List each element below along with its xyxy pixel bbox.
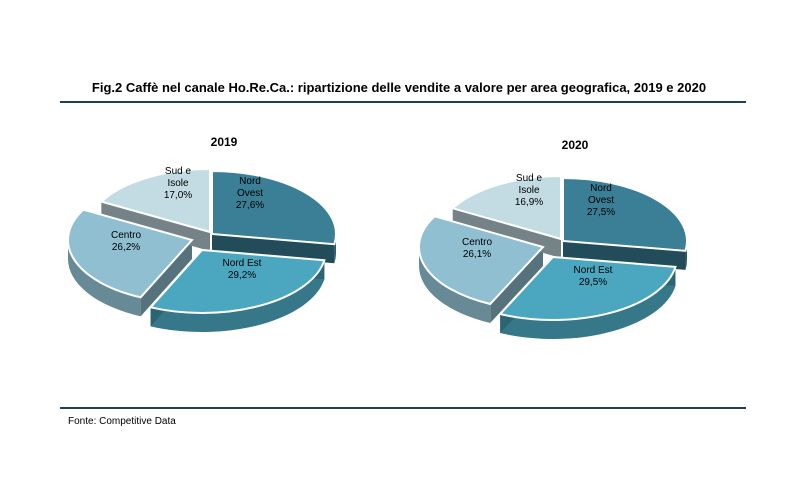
- pie-slice-label: Sud e Isole 17,0%: [164, 166, 192, 201]
- pie-title: 2020: [562, 138, 589, 152]
- pie-slice: [212, 171, 336, 244]
- pie-slice-label: Centro 26,1%: [462, 237, 492, 260]
- bottom-rule: [60, 407, 746, 409]
- pie-title: 2019: [211, 135, 238, 149]
- pie-slice-label: Centro 26,2%: [111, 230, 141, 253]
- pie-chart-2020: 2020 Nord Ovest 27,5% Nord Est 29,5% Centro 26,…: [419, 138, 687, 339]
- pie-slice-label: Nord Ovest 27,5%: [587, 183, 615, 218]
- pie-slice-label: Sud e Isole 16,9%: [515, 173, 543, 208]
- pie-chart-2019: 2019 Nord Ovest 27,6% Nord Est 29,2% Centro 26,…: [68, 135, 336, 332]
- pie-slice-label: Nord Est 29,2%: [223, 258, 262, 281]
- pie-slice-label: Nord Est 29,5%: [574, 265, 613, 288]
- source-note: Fonte: Competitive Data: [68, 416, 176, 427]
- pie-slice-label: Nord Ovest 27,6%: [236, 176, 264, 211]
- pie-slice: [563, 178, 687, 251]
